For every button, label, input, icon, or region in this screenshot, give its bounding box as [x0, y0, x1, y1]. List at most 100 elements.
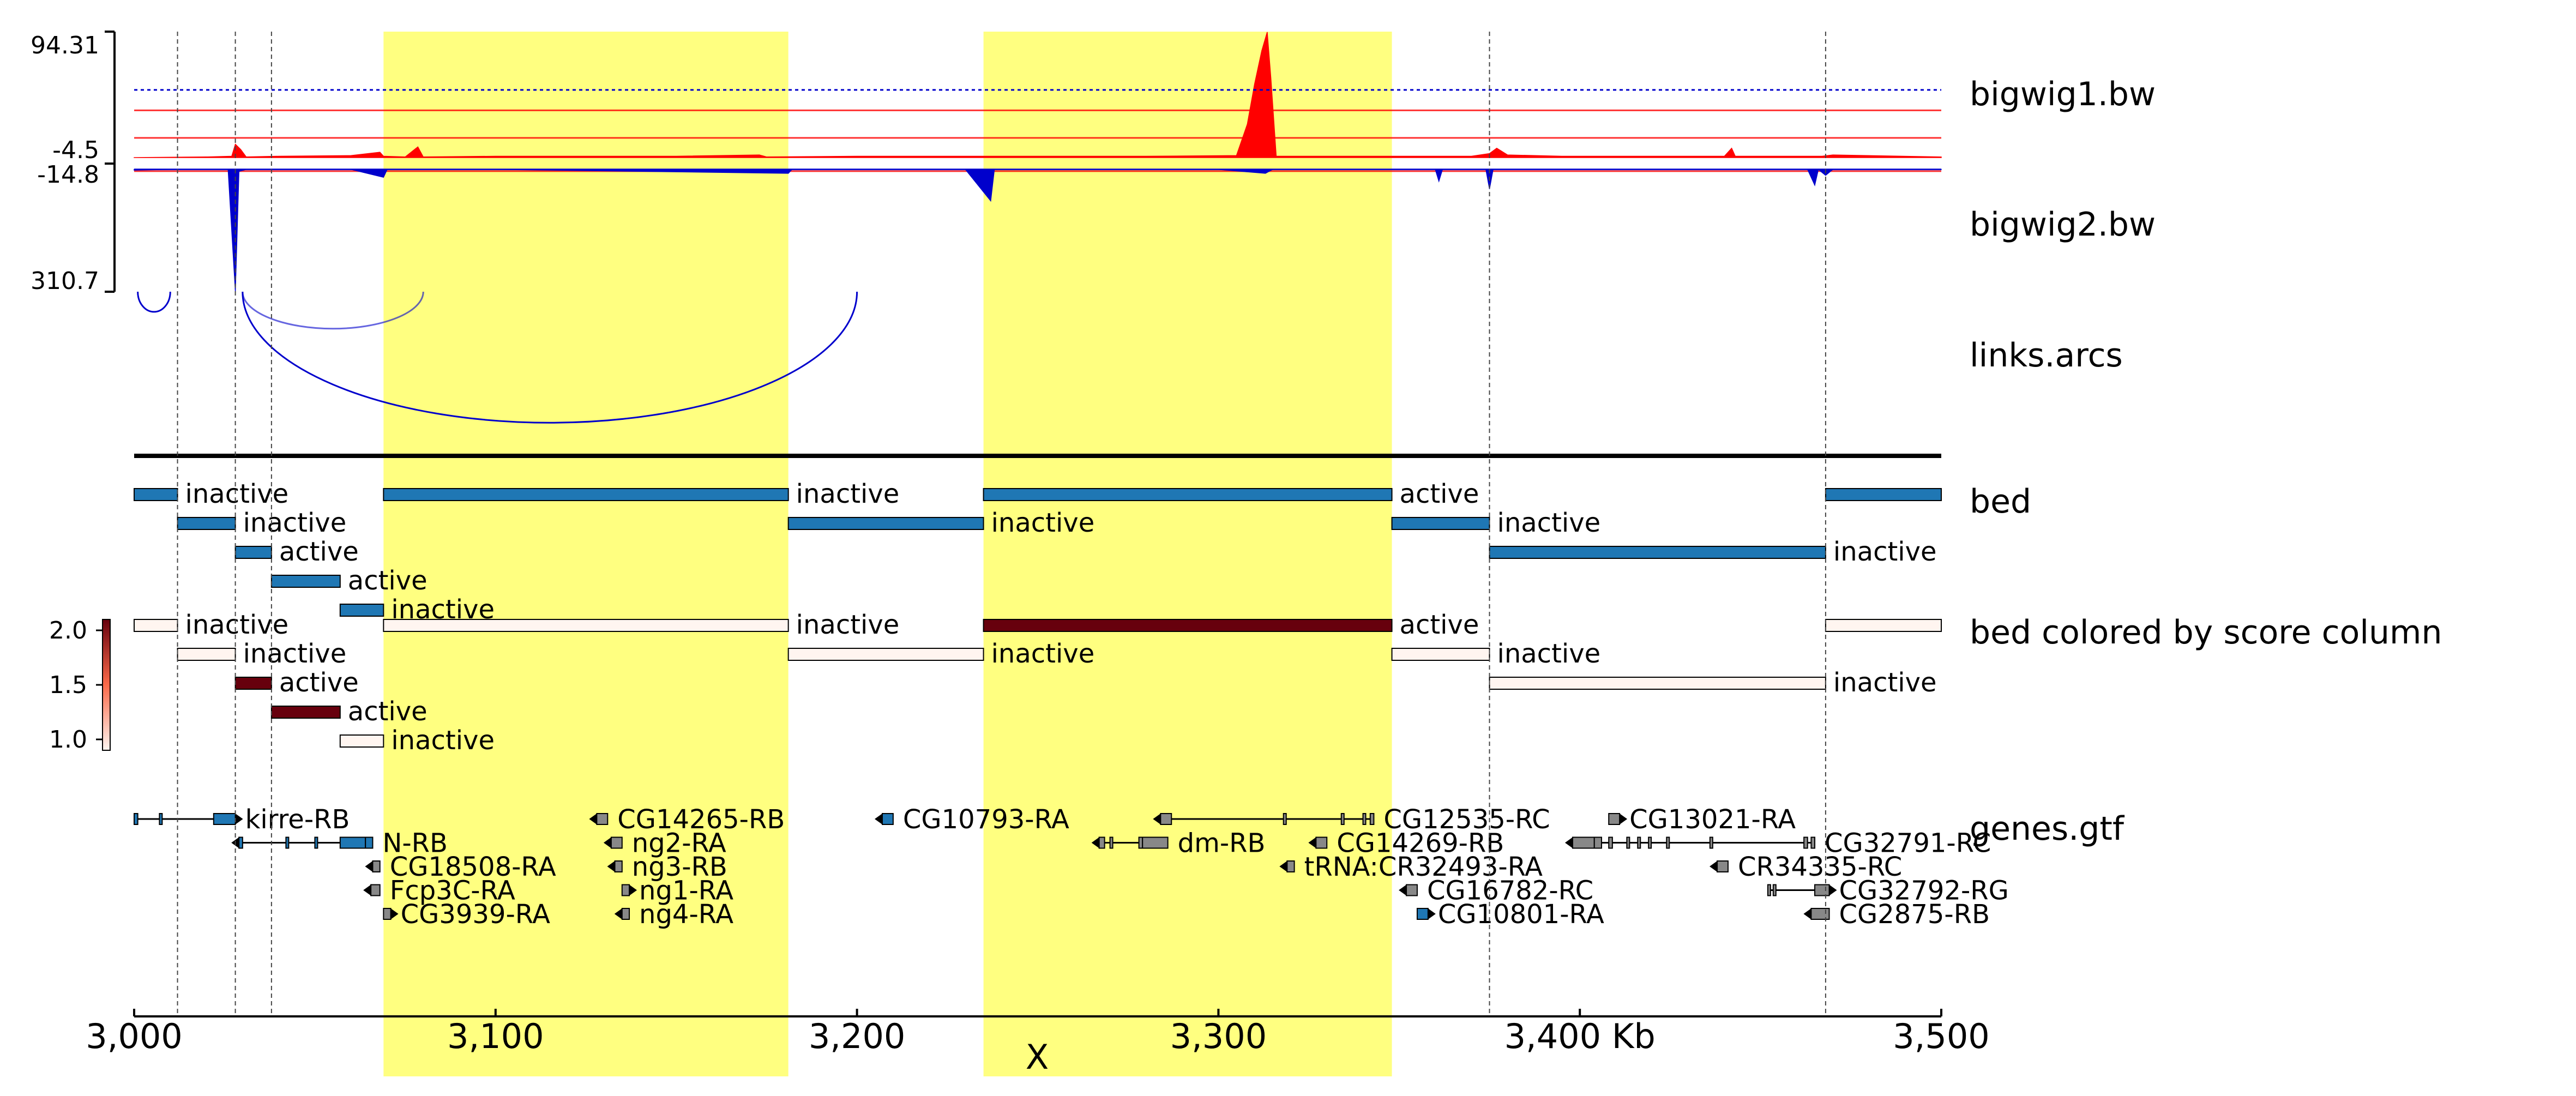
gene-exon [881, 813, 894, 825]
gene-name-label: CG10801-RA [1438, 899, 1604, 930]
bed-score-feature-label: inactive [243, 639, 347, 669]
gene-exon [1572, 836, 1595, 849]
bed-feature-label: active [1400, 479, 1479, 509]
gene-exon [1709, 836, 1713, 849]
gene-exon [365, 836, 374, 849]
x-axis-tick-label: 3,000 [86, 1016, 183, 1056]
gene-strand-arrow [1308, 837, 1316, 848]
gene-exon [1648, 836, 1652, 849]
gene-strand-arrow [607, 861, 615, 872]
gene-name-label: N-RB [382, 828, 448, 859]
bed-score-feature-label: inactive [1497, 639, 1601, 669]
gene-exon [1717, 860, 1729, 872]
gene-exon [1406, 884, 1418, 896]
bed-score-feature [983, 619, 1393, 632]
gene-strand-arrow [874, 814, 882, 824]
bed-score-feature [234, 677, 272, 690]
bed-feature-label: active [348, 565, 428, 596]
gene-exon [1608, 813, 1621, 825]
gene-exon [1767, 884, 1771, 896]
gene-strand-arrow [629, 884, 637, 896]
bed-score-feature [1391, 648, 1490, 661]
bed-feature-label: inactive [796, 479, 900, 509]
gene-strand-arrow [1564, 837, 1573, 848]
gene-exon [1286, 860, 1295, 872]
x-axis-tick-label: 3,500 [1893, 1016, 1990, 1056]
bed-score-feature [1825, 619, 1942, 632]
genes-track: genes.gtf kirre-RB N-RBCG18508-RAFcp3C-RA… [134, 804, 2125, 930]
gene-strand-arrow [1153, 814, 1161, 824]
gene-name-label: CR34335-RC [1738, 852, 1902, 882]
gene-exon [372, 860, 381, 872]
links-track: links.arcs [137, 291, 2123, 424]
gene-exon [1160, 813, 1172, 825]
bed-score-track: 1.0 1.5 2.0 bed colored by score column in… [49, 610, 2442, 756]
gene-exon [1608, 836, 1613, 849]
gene-name-label: CG16782-RC [1427, 876, 1593, 906]
gene-exon [1637, 836, 1641, 849]
bed-track-title: bed [1970, 483, 2031, 521]
bigwig2-signal-area [134, 168, 1942, 292]
gene-strand-arrow [363, 884, 371, 896]
bed-score-feature-label: inactive [391, 725, 495, 756]
gene-name-label: CG2875-RB [1839, 899, 1990, 930]
gene-name-label: CG14265-RB [617, 804, 785, 835]
bigwig1-scale-max-label: 94.31 [31, 32, 99, 59]
bed-feature [1825, 488, 1942, 501]
gene-strand-arrow [614, 908, 622, 919]
gene-exon [1142, 836, 1169, 849]
gene-strand-arrow [1710, 861, 1718, 872]
highlight-region [383, 32, 789, 1076]
bed-score-feature [134, 619, 178, 632]
gene-exon [610, 836, 623, 849]
bed-score-feature [787, 648, 984, 661]
bed-score-feature-label: inactive [796, 610, 900, 640]
bed-score-track-title: bed colored by score column [1970, 613, 2442, 652]
bed-feature-label: inactive [991, 508, 1095, 538]
bed-feature [134, 488, 178, 501]
bigwig1-track-title: bigwig1.bw [1970, 75, 2156, 113]
gene-exon [1109, 836, 1114, 849]
gene-strand-arrow [1803, 908, 1811, 919]
gene-exon [621, 884, 630, 896]
link-arc [137, 291, 171, 313]
bed-feature-label: inactive [185, 479, 289, 509]
gene-exon [1283, 813, 1287, 825]
gene-strand-arrow [589, 814, 597, 824]
bed-score-feature-label: inactive [1833, 667, 1937, 698]
gene-strand-arrow [1620, 814, 1628, 824]
gene-strand-arrow [1428, 908, 1436, 919]
bed-feature [270, 575, 341, 588]
gene-name-label: CG10793-RA [903, 804, 1069, 835]
chrom-label: X [1026, 1037, 1049, 1077]
colorbar-tick-label: 1.5 [49, 671, 87, 699]
gene-exon [1666, 836, 1670, 849]
gene-strand-arrow [1399, 884, 1407, 896]
bed-feature [1489, 546, 1826, 559]
bed-feature-label: inactive [243, 508, 347, 538]
gene-name-label: CG32791-RC [1825, 828, 1991, 859]
bed-score-feature-label: inactive [991, 639, 1095, 669]
gene-name-label: tRNA:CR32493-RA [1304, 852, 1543, 882]
bed-score-feature [383, 619, 789, 632]
gene-exon [1772, 884, 1777, 896]
bed-feature-label: inactive [1833, 537, 1937, 567]
bed-feature [983, 488, 1393, 501]
bigwig1-scale-min-label: -4.5 [52, 136, 99, 164]
bigwig1-signal-area [134, 32, 1942, 158]
colorbar-tick-label: 2.0 [49, 617, 87, 645]
gene-exon [621, 908, 630, 920]
bigwig2-scale-max-label: 310.7 [31, 267, 99, 295]
bed-score-feature-label: inactive [185, 610, 289, 640]
bigwig2-track: -14.8 310.7 bigwig2.bw [31, 89, 2156, 295]
gene-exon [285, 836, 290, 849]
gene-name-label: dm-RB [1178, 828, 1266, 859]
bigwig2-track-title: bigwig2.bw [1970, 206, 2156, 244]
bed-feature [177, 517, 236, 530]
x-axis-tick-label: 3,200 [809, 1016, 906, 1056]
bigwig2-scale-min-label: -14.8 [37, 161, 99, 189]
gene-strand-arrow [603, 837, 611, 848]
gene-strand-arrow [235, 814, 243, 824]
gene-strand-arrow [365, 861, 373, 872]
